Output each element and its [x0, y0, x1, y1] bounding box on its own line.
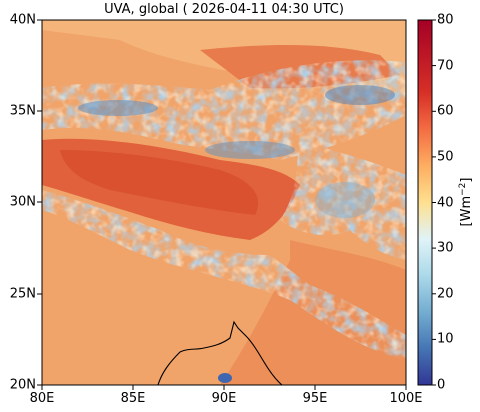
colorbar-label-prefix: [Wm	[459, 195, 475, 227]
cloud-band-4	[325, 85, 395, 105]
xtick-label-90E: 90E	[211, 391, 237, 406]
colorbar-label-exponent: −2	[457, 182, 468, 196]
map-axis-ticks	[37, 19, 407, 390]
cloud-spot	[218, 373, 232, 383]
colorbar-label: [Wm−2]	[458, 178, 474, 227]
colorbar-tick-70: 70	[437, 58, 454, 74]
colorbar-tick-60: 60	[437, 103, 454, 119]
cloud-band-2	[205, 141, 295, 159]
colorbar-tick-20: 20	[437, 286, 454, 302]
coastline	[157, 320, 283, 385]
colorbar-tick-40: 40	[437, 195, 454, 210]
colorbar-label-suffix: ]	[459, 177, 475, 183]
cloud-band-3	[315, 182, 375, 218]
colorbar-tick-10: 10	[437, 331, 454, 347]
xtick-label-85E: 85E	[120, 391, 146, 406]
colorbar-tick-0: 0	[437, 377, 446, 393]
figure-title: UVA, global ( 2026-04-11 04:30 UTC)	[104, 2, 344, 17]
ytick-label-25N: 25N	[9, 286, 36, 302]
ytick-label-35N: 35N	[9, 103, 36, 119]
colorbar	[417, 19, 433, 386]
colorbar-ticks	[432, 19, 436, 386]
xtick-label-95E: 95E	[302, 391, 328, 406]
ytick-label-40N: 40N	[9, 12, 36, 28]
xtick-label-80E: 80E	[29, 391, 55, 406]
map-field	[42, 20, 406, 385]
plateau-core	[60, 150, 259, 215]
ytick-label-20N: 20N	[9, 377, 36, 393]
xtick-label-100E: 100E	[389, 391, 423, 406]
cloud-band-1	[78, 100, 158, 116]
colorbar-tick-50: 50	[437, 149, 454, 165]
colorbar-tick-30: 30	[437, 240, 454, 256]
ytick-label-30N: 30N	[9, 194, 36, 210]
colorbar-tick-80: 80	[437, 12, 454, 28]
